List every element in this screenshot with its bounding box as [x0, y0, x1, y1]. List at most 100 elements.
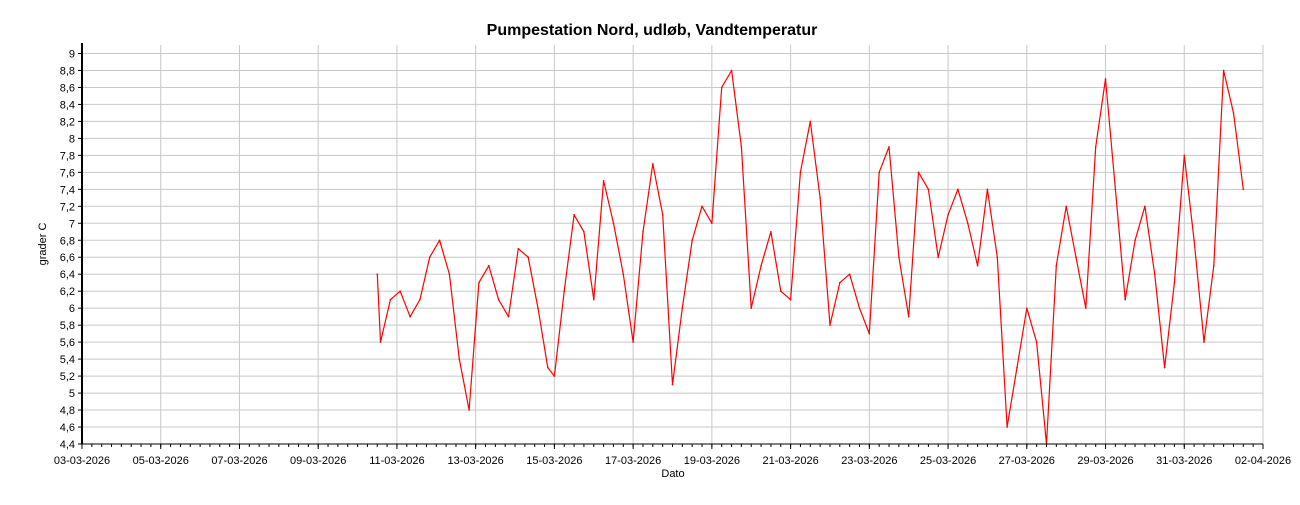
data-point [1153, 273, 1156, 276]
x-tick-label: 25-03-2026 [920, 455, 976, 467]
data-point [701, 205, 703, 208]
data-point [947, 213, 949, 216]
y-tick-label: 8,2 [60, 116, 75, 128]
y-tick-label: 4,6 [60, 422, 75, 434]
series-line [376, 69, 1244, 445]
data-point [1124, 298, 1127, 301]
x-tick-label: 23-03-2026 [841, 455, 897, 467]
data-point [917, 171, 920, 174]
data-point [937, 256, 940, 259]
x-tick-label: 17-03-2026 [605, 455, 661, 467]
data-point [409, 315, 411, 318]
x-tick-label: 31-03-2026 [1156, 455, 1212, 467]
data-point [1173, 281, 1176, 284]
data-point [957, 188, 959, 191]
x-tick-label: 15-03-2026 [526, 455, 582, 467]
data-point [1006, 426, 1008, 428]
data-point [888, 146, 890, 148]
data-point [592, 298, 595, 301]
data-point [750, 307, 753, 309]
data-point [632, 341, 634, 343]
data-point [1114, 188, 1117, 191]
data-point [819, 197, 821, 199]
x-tick-label: 29-03-2026 [1077, 455, 1133, 467]
x-tick-label: 05-03-2026 [133, 455, 189, 467]
x-tick-label: 27-03-2026 [999, 455, 1055, 467]
data-point [829, 324, 831, 326]
data-point [976, 264, 979, 267]
y-tick-label: 5,4 [60, 354, 75, 366]
data-point [1193, 239, 1195, 242]
data-point [1222, 69, 1225, 72]
data-point [583, 230, 585, 233]
data-point [868, 332, 871, 335]
y-tick-label: 5,2 [60, 371, 75, 383]
data-point [671, 383, 674, 386]
y-tick-label: 8,8 [60, 65, 75, 77]
data-point [809, 120, 812, 123]
data-point [389, 298, 392, 301]
y-tick-label: 5 [69, 388, 75, 400]
data-point [1075, 256, 1077, 259]
data-point [1016, 366, 1018, 369]
data-point [799, 171, 802, 174]
data-point [497, 298, 500, 301]
data-point [927, 188, 930, 191]
x-tick-label: 09-03-2026 [290, 455, 346, 467]
data-point [691, 239, 693, 242]
data-point [720, 86, 723, 89]
data-point [376, 273, 379, 276]
tick-labels: 4,4 4,6 4,8 5 5,2 5,4 5,6 5,8 6 6,2 6,4 6,6 6,8 7 7,2 7… [54, 48, 1291, 467]
data-point [458, 358, 461, 360]
x-tick-label: 19-03-2026 [684, 455, 740, 467]
axes [78, 43, 1264, 449]
data-point [661, 213, 664, 216]
y-tick-label: 6,2 [60, 286, 75, 298]
y-tick-label: 4,4 [60, 439, 75, 451]
data-point [1163, 366, 1166, 369]
x-axis-label: Dato [661, 468, 684, 480]
data-point [996, 256, 999, 259]
data-point [711, 222, 713, 225]
data-point [448, 273, 451, 276]
y-tick-label: 7,4 [60, 184, 75, 196]
data-point [839, 281, 841, 284]
data-point [547, 366, 549, 369]
y-tick-label: 8,6 [60, 82, 75, 94]
data-point [848, 273, 851, 276]
data-point [1055, 264, 1058, 267]
data-point [652, 163, 654, 165]
data-point [1242, 188, 1245, 191]
x-tick-label: 02-04-2026 [1235, 455, 1291, 467]
data-point [907, 315, 910, 318]
x-tick-label: 11-03-2026 [369, 455, 424, 467]
data-point [517, 247, 520, 250]
data-point [438, 239, 441, 242]
data-point [966, 222, 969, 225]
data-point [1232, 112, 1235, 114]
data-point [740, 146, 743, 148]
y-tick-label: 7 [69, 218, 75, 230]
data-point [642, 230, 644, 233]
data-point [1134, 239, 1136, 242]
y-tick-label: 6 [69, 303, 75, 315]
data-point [419, 298, 421, 301]
data-point [622, 273, 625, 276]
data-point [779, 290, 782, 292]
data-point [527, 256, 529, 259]
data-point [681, 307, 684, 309]
y-tick-label: 9 [69, 48, 75, 60]
data-point [878, 171, 880, 174]
y-tick-label: 7,8 [60, 150, 75, 162]
y-tick-label: 5,8 [60, 320, 75, 332]
data-point [399, 290, 402, 292]
data-point [1212, 264, 1215, 267]
x-tick-label: 03-03-2026 [54, 455, 110, 467]
data-point [760, 264, 762, 267]
y-tick-label: 6,6 [60, 252, 75, 264]
data-point [1065, 205, 1067, 208]
x-tick-label: 13-03-2026 [448, 455, 504, 467]
y-axis-label: grader C [37, 223, 49, 266]
